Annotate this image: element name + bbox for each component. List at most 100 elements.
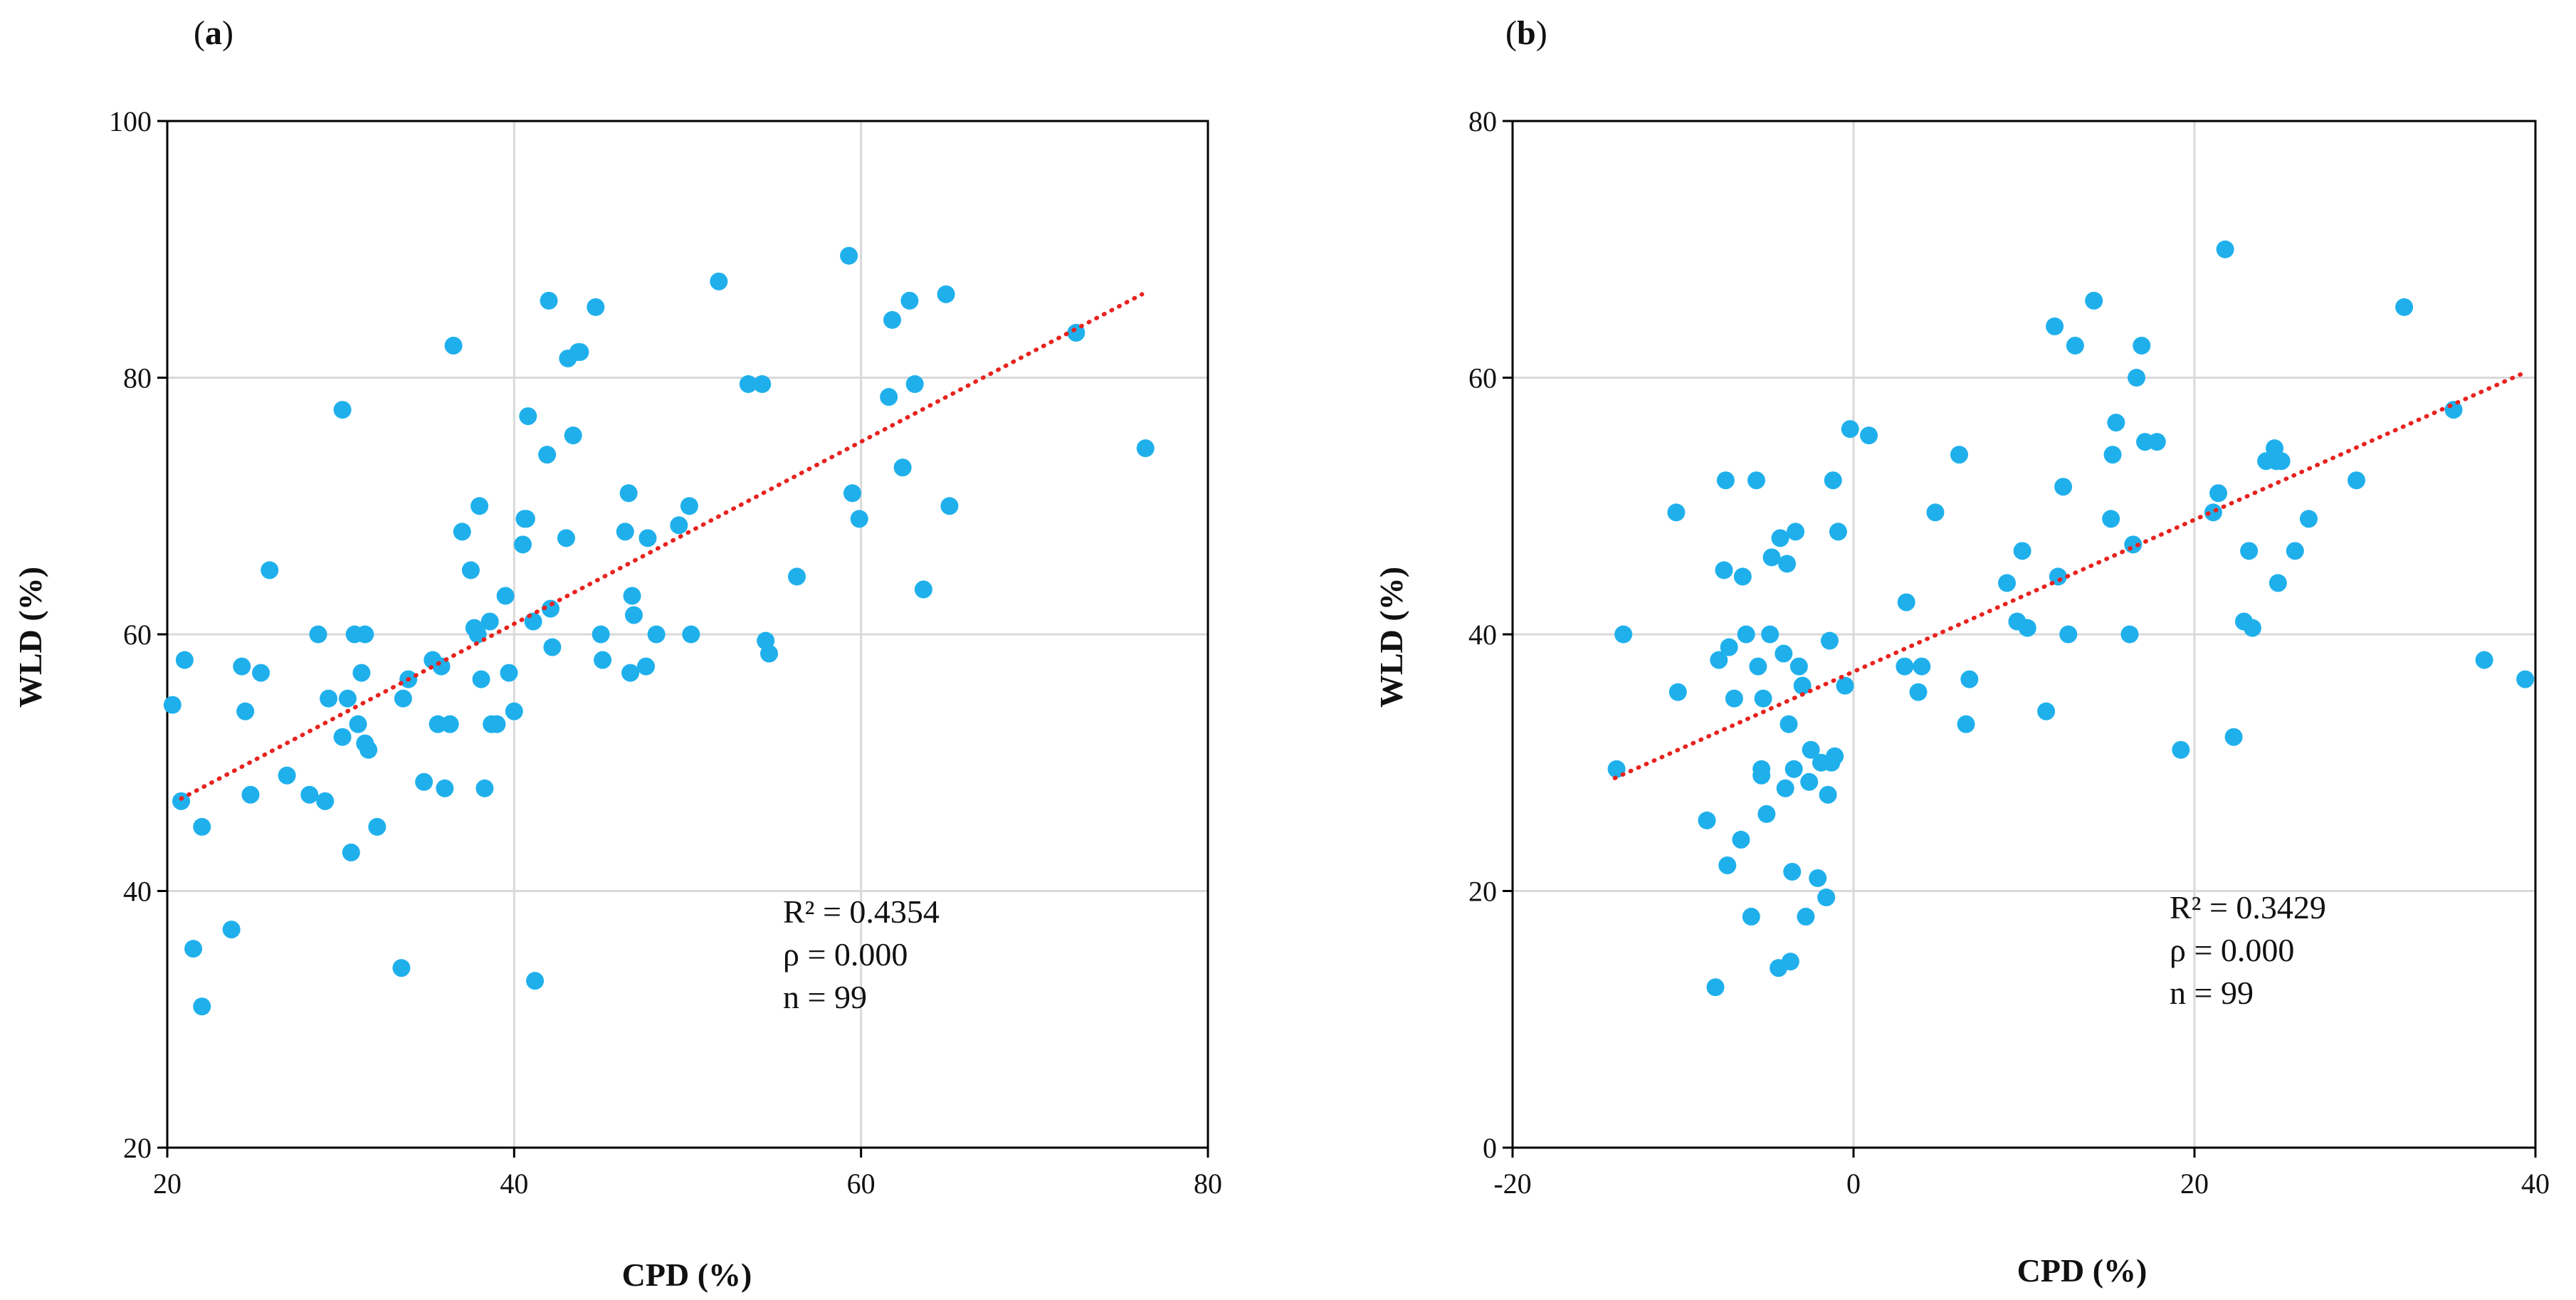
panel-a-data-point — [594, 651, 612, 669]
panel-b-data-point — [1957, 715, 1975, 733]
panel-a-data-point — [436, 779, 454, 797]
panel-b-data-point — [2286, 542, 2304, 560]
panel-a-data-point — [647, 625, 666, 644]
panel-b-data-point — [1809, 869, 1827, 887]
panel-a-data-point — [465, 619, 483, 637]
panel-a-data-point — [352, 664, 371, 682]
panel-a-data-point — [880, 388, 898, 407]
panel-b-y-tick-label: 80 — [1468, 105, 1497, 137]
panel-b-data-point — [1776, 779, 1794, 797]
panel-a-data-point — [883, 310, 902, 329]
panel-a-data-point — [392, 959, 411, 977]
panel-a-data-point — [338, 689, 357, 708]
panel-b-data-point — [1771, 529, 1789, 547]
panel-a-data-point — [333, 401, 352, 419]
panel-b-data-point — [2128, 369, 2146, 387]
panel-a-data-point — [261, 561, 279, 580]
panel-a-data-point — [300, 785, 319, 804]
panel-b-data-point — [1718, 856, 1737, 874]
panel-b-rho: ρ = 0.000 — [2170, 932, 2294, 968]
panel-a-data-point — [1067, 323, 1085, 342]
panel-b-data-point — [1793, 676, 1812, 695]
panel-b-x-tick-label: 0 — [1846, 1168, 1861, 1200]
panel-b-data-point — [2240, 542, 2259, 560]
panel-b-data-point — [2475, 651, 2493, 669]
panel-b-data-point — [1757, 804, 1776, 823]
panel-a-data-point — [526, 972, 545, 990]
panel-b-data-point — [1749, 657, 1767, 676]
panel-b-data-point — [2216, 240, 2234, 258]
panel-a-data-point — [488, 715, 506, 733]
panel-a-x-tick-label: 60 — [847, 1168, 876, 1200]
panel-a-data-point — [432, 657, 451, 676]
panel-b-data-point — [1716, 471, 1735, 490]
panel-b-data-point — [2049, 567, 2067, 586]
panel-b-data-point — [1761, 625, 1779, 644]
panel-a-data-point — [637, 657, 656, 676]
panel-b-data-point — [2037, 702, 2056, 720]
panel-a-grid — [167, 121, 1208, 1148]
panel-b-x-tick-label: -20 — [1493, 1168, 1531, 1200]
panel-a-data-point — [616, 523, 634, 541]
panel-b-data-point — [1836, 676, 1854, 695]
panel-a-data-point — [710, 272, 728, 290]
panel-b-data-point — [1909, 683, 1928, 701]
panel-b-data-point — [2059, 625, 2078, 644]
panel-a-data-point — [320, 689, 338, 708]
panel-a-data-point — [638, 529, 657, 547]
panel-b-data-point — [1783, 862, 1802, 881]
panel-b-data-point — [2133, 336, 2151, 355]
panel-a-n: n = 99 — [783, 979, 867, 1015]
panel-b-y-tick-label: 0 — [1483, 1132, 1497, 1164]
panel-a-y-tick-label: 100 — [109, 105, 152, 137]
panel-b-tick-labels: -20 0 20 40 0 20 40 60 80 — [1468, 105, 2550, 1200]
panel-b-data-point — [1698, 811, 1716, 829]
panel-a-data-point — [309, 625, 327, 644]
panel-b-data-point — [2395, 298, 2414, 316]
panel-a-data-point — [480, 612, 499, 631]
panel-a-data-point — [538, 446, 557, 464]
panel-a-data-point — [441, 715, 459, 733]
panel-b-y-tick-label: 40 — [1468, 619, 1497, 651]
panel-a-data-point — [621, 664, 640, 682]
panel-b-r2: R² = 0.3429 — [2170, 889, 2326, 926]
panel-b-data-point — [1706, 978, 1725, 997]
panel-a-data-point — [461, 561, 480, 580]
panel-a-data-point — [557, 529, 575, 547]
panel-a-data-point — [543, 638, 562, 656]
panel-a-data-point — [840, 246, 858, 265]
panel-b-data-point — [2054, 478, 2073, 496]
panel-b-data-point — [1742, 908, 1760, 926]
panel-a-data-point — [252, 664, 270, 682]
panel-a-label: (a) — [194, 14, 233, 52]
panel-b-data-point — [1715, 561, 1733, 580]
panel-b-data-point — [1950, 446, 1968, 464]
panel-a-data-point — [241, 785, 260, 804]
panel-a-data-point — [760, 644, 779, 663]
panel-a-data-point — [1136, 439, 1155, 458]
panel-b-data-point — [1926, 503, 1945, 522]
panel-a-data-point — [592, 625, 610, 644]
panel-b-trendline — [1612, 372, 2524, 780]
panel-a-data-point — [524, 612, 542, 631]
panel-b-label: (b) — [1505, 14, 1547, 52]
panel-b-data-point — [1913, 657, 1931, 676]
panel-a-data-point — [356, 625, 374, 644]
panel-b-data-point — [1779, 715, 1798, 733]
panel-b-data-point — [1778, 555, 1797, 573]
panel-b-data-point — [1817, 888, 1836, 907]
panel-a-x-tick-label: 20 — [153, 1168, 182, 1200]
panel-b-y-axis-title: WLD (%) — [1373, 567, 1409, 708]
panel-b-data-point — [1720, 638, 1738, 656]
panel-b-data-point — [2102, 510, 2120, 528]
panel-b-data-point — [1667, 503, 1686, 522]
panel-b-data-point — [2444, 401, 2463, 419]
panel-a-data-point — [914, 580, 932, 599]
panel-b-data-point — [1797, 908, 1815, 926]
panel-b-data-point — [1896, 657, 1914, 676]
panel-a-data-point — [470, 497, 489, 515]
panel-b-y-tick-label: 20 — [1468, 876, 1497, 908]
panel-b-data-point — [2120, 625, 2139, 644]
panel-b-data-point — [1732, 830, 1750, 849]
